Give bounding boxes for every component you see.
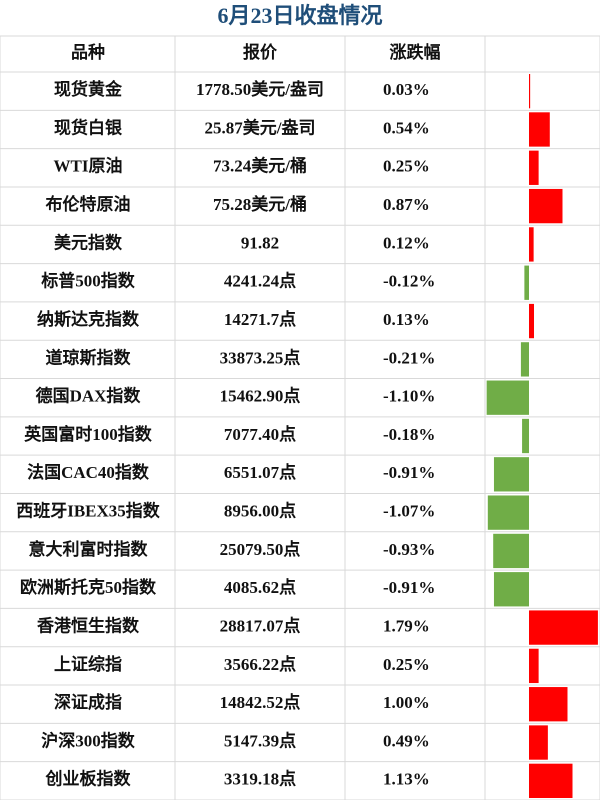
change-cell: -0.12%: [383, 272, 435, 291]
change-cell: 1.13%: [383, 770, 430, 789]
name-cell: 布伦特原油: [46, 194, 131, 214]
name-cell: 欧洲斯托克50指数: [20, 577, 157, 597]
name-cell: 意大利富时指数: [29, 539, 149, 559]
name-cell: 西班牙IBEX35指数: [16, 501, 161, 521]
name-cell: 创业板指数: [45, 769, 132, 789]
change-bar: [522, 418, 529, 454]
price-cell: 28817.07点: [220, 615, 301, 635]
price-cell: 91.82: [241, 233, 279, 252]
page-title: 6月23日收盘情况: [217, 3, 382, 28]
change-cell: -0.93%: [383, 540, 435, 559]
change-cell: -1.10%: [383, 387, 435, 406]
name-cell: 现货黄金: [54, 79, 123, 99]
change-cell: 0.87%: [383, 195, 430, 214]
change-cell: -0.91%: [383, 578, 435, 597]
name-cell: 纳斯达克指数: [37, 309, 140, 329]
name-cell: 现货白银: [54, 117, 123, 137]
price-cell: 5147.39点: [224, 730, 296, 750]
change-cell: 1.00%: [383, 693, 430, 712]
change-bar: [520, 342, 529, 377]
change-bar: [529, 74, 531, 109]
price-cell: 3319.18点: [224, 769, 296, 789]
name-cell: 沪深300指数: [41, 730, 135, 750]
change-cell: 1.79%: [383, 616, 430, 635]
change-cell: 0.49%: [383, 731, 430, 750]
change-cell: 0.13%: [383, 310, 430, 329]
price-cell: 73.24美元/桶: [213, 156, 307, 176]
price-cell: 33873.25点: [220, 347, 301, 367]
price-cell: 14271.7点: [224, 309, 296, 329]
change-bar: [529, 687, 568, 722]
change-bar: [529, 303, 535, 339]
change-bar: [493, 572, 529, 607]
change-bar: [529, 112, 550, 147]
change-cell: 0.12%: [383, 233, 430, 252]
price-cell: 3566.22点: [224, 654, 296, 674]
price-cell: 15462.90点: [220, 386, 301, 406]
price-cell: 8956.00点: [224, 501, 296, 521]
change-bar: [529, 150, 539, 185]
price-cell: 4085.62点: [224, 577, 296, 597]
change-bar: [529, 227, 534, 262]
name-cell: 美元指数: [54, 232, 123, 252]
price-cell: 7077.40点: [224, 424, 296, 444]
name-cell: 香港恒生指数: [37, 615, 140, 635]
change-cell: -0.21%: [383, 348, 435, 367]
price-cell: 14842.52点: [220, 692, 301, 712]
change-bar: [529, 610, 598, 645]
change-bar: [524, 265, 529, 300]
name-cell: 德国DAX指数: [36, 386, 142, 406]
name-cell: 法国CAC40指数: [27, 462, 150, 482]
change-bar: [529, 763, 573, 798]
change-bar: [486, 380, 529, 415]
change-bar: [493, 533, 529, 569]
change-bar: [529, 188, 563, 224]
name-cell: 深证成指: [54, 692, 122, 712]
change-cell: -1.07%: [383, 502, 435, 521]
name-cell: 英国富时100指数: [24, 424, 152, 444]
change-bar: [529, 725, 548, 760]
change-bar: [493, 457, 529, 492]
change-cell: 0.03%: [383, 80, 430, 99]
price-cell: 6551.07点: [224, 462, 296, 482]
change-bar: [529, 648, 539, 684]
change-cell: 0.25%: [383, 157, 430, 176]
name-cell: 标普500指数: [41, 271, 135, 291]
name-cell: WTI原油: [54, 156, 123, 176]
name-cell: 道琼斯指数: [46, 347, 132, 367]
change-bar: [487, 495, 529, 530]
change-cell: -0.18%: [383, 425, 435, 444]
name-cell: 上证综指: [54, 654, 122, 674]
header-cell: 报价: [243, 42, 278, 62]
price-cell: 25.87美元/盎司: [205, 117, 316, 137]
header-cell: 品种: [71, 42, 105, 62]
price-cell: 25079.50点: [220, 539, 301, 559]
header-cell: 涨跌幅: [390, 42, 441, 62]
change-cell: -0.91%: [383, 463, 435, 482]
change-cell: 0.25%: [383, 655, 430, 674]
price-cell: 1778.50美元/盎司: [196, 79, 324, 99]
change-cell: 0.54%: [383, 118, 430, 137]
price-cell: 4241.24点: [224, 271, 296, 291]
price-cell: 75.28美元/桶: [213, 194, 307, 214]
